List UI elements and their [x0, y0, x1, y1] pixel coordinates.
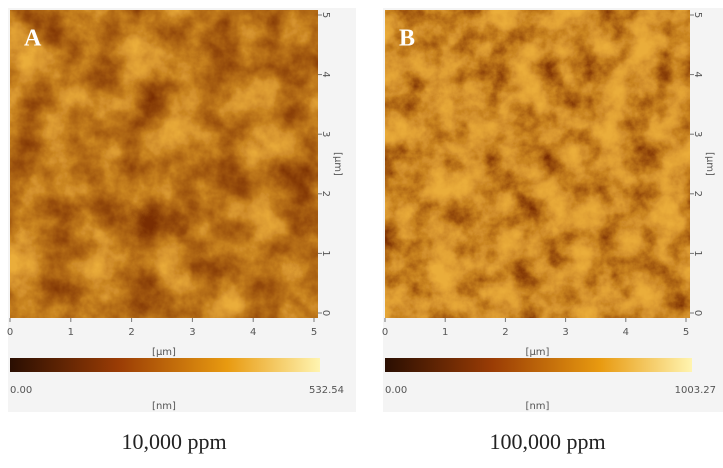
y-tick-label: 1: [320, 250, 331, 256]
scale-max: 1003.27: [675, 385, 716, 396]
x-unit: [µm]: [526, 347, 550, 358]
x-tick-label: 1: [68, 327, 74, 338]
scale-max: 532.54: [309, 385, 344, 396]
panel-label: B: [399, 26, 415, 52]
afm-high: [385, 10, 690, 318]
color-scale: [10, 358, 320, 372]
y-unit: [µm]: [332, 152, 343, 176]
scale-min: 0.00: [10, 385, 32, 396]
x-unit: [µm]: [152, 347, 176, 358]
x-tick-label: 1: [442, 327, 448, 338]
y-tick-label: 1: [692, 250, 703, 256]
afm-high: [10, 10, 318, 318]
color-scale: [385, 358, 692, 372]
panel-label: A: [24, 26, 42, 52]
y-unit: [µm]: [704, 152, 715, 176]
y-tick-label: 5: [692, 12, 703, 18]
x-tick-label: 0: [382, 327, 388, 338]
caption: 100,000 ppm: [489, 429, 605, 454]
y-tick-label: 2: [692, 191, 703, 197]
x-tick-label: 3: [562, 327, 568, 338]
x-tick-label: 5: [683, 327, 689, 338]
x-tick-label: 4: [250, 327, 256, 338]
y-tick-label: 0: [692, 310, 703, 316]
scale-unit: [nm]: [152, 401, 176, 412]
x-tick-label: 5: [311, 327, 317, 338]
y-tick-label: 3: [320, 131, 331, 137]
y-tick-label: 4: [320, 71, 331, 77]
y-tick-label: 2: [320, 191, 331, 197]
y-tick-label: 0: [320, 310, 331, 316]
y-tick-label: 4: [692, 71, 703, 77]
x-tick-label: 3: [189, 327, 195, 338]
x-tick-label: 0: [7, 327, 13, 338]
y-tick-label: 3: [692, 131, 703, 137]
x-tick-label: 2: [128, 327, 134, 338]
x-tick-label: 4: [623, 327, 629, 338]
caption: 10,000 ppm: [121, 429, 226, 454]
x-tick-label: 2: [502, 327, 508, 338]
scale-min: 0.00: [385, 385, 407, 396]
scale-unit: [nm]: [526, 401, 550, 412]
y-tick-label: 5: [320, 12, 331, 18]
